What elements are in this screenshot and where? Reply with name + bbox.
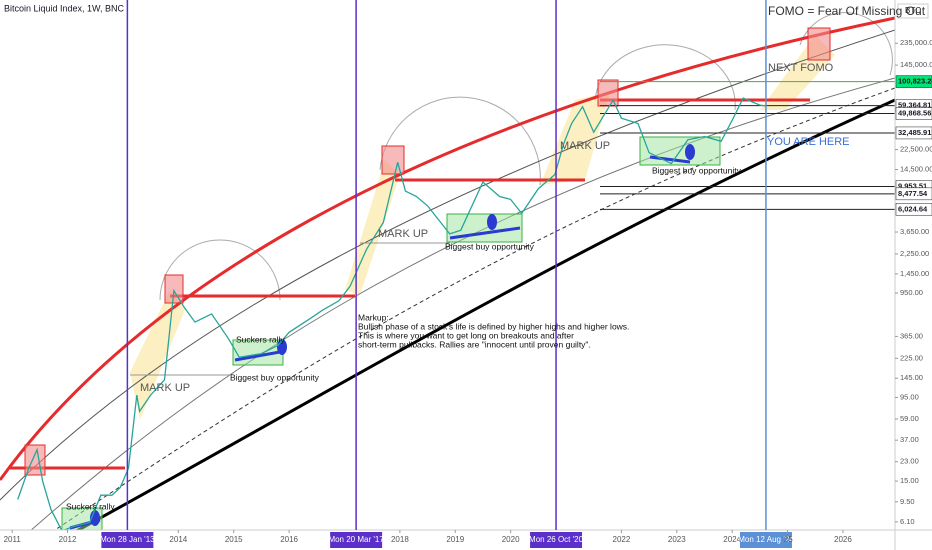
x-tick-label: '25 (782, 535, 793, 544)
markup-zone (345, 160, 400, 295)
cycle-arc (379, 96, 541, 186)
annotation: NEXT FOMO (768, 62, 834, 74)
top-box (597, 79, 619, 107)
x-tick-label: 2020 (502, 535, 520, 544)
y-tick-label: 235,000.00 (900, 38, 932, 47)
trend (449, 226, 521, 240)
annotation: MARK UP (560, 140, 610, 152)
drawings (0, 12, 895, 530)
currency: BTC (905, 6, 921, 15)
x-tick-label: 2023 (668, 535, 686, 544)
top-box (381, 145, 405, 175)
x-tick-label: Mon 28 Jan '13 (100, 535, 155, 544)
x-tick-label: 2011 (4, 535, 22, 544)
channel-curve (30, 77, 895, 530)
cycle-arc (594, 44, 736, 111)
y-tick-label: 23.00 (900, 457, 919, 466)
annotation: Biggest buy opportunity (652, 165, 742, 175)
note-line: This is where you want to get long on br… (358, 330, 574, 340)
lower-curve (75, 98, 895, 530)
date-label-box (101, 532, 154, 548)
x-tick-label: 2014 (169, 535, 187, 544)
date-label-box (739, 532, 792, 548)
note-line: short-term pullbacks. Rallies are "innoc… (358, 339, 591, 349)
date-label-box (530, 532, 583, 548)
x-tick-label: 2018 (391, 535, 409, 544)
x-tick-label: Mon 12 Aug '24 (738, 535, 794, 544)
x-tick-label: 2016 (280, 535, 298, 544)
y-tick-label: 37.00 (900, 435, 919, 444)
upper-curve (0, 16, 895, 481)
y-tick-label: 6.10 (900, 517, 915, 526)
level-label: 8,477.54 (898, 189, 928, 198)
cycle-arc (159, 239, 281, 301)
x-tick-label: 2012 (59, 535, 77, 544)
annotation: YOU ARE HERE (767, 136, 850, 148)
y-tick-label: 15.00 (900, 476, 919, 485)
median-curve (54, 87, 895, 530)
y-tick-label: 95.00 (900, 392, 919, 401)
y-tick-label: 9.50 (900, 497, 915, 506)
note-line: Bullish phase of a stock's life is defin… (358, 321, 629, 331)
level-label: 59,364.81 (898, 101, 931, 110)
y-tick-label: 2,250.00 (900, 249, 929, 258)
rocket (685, 144, 695, 160)
annotation: Biggest buy opportunity (230, 372, 320, 382)
y-tick-label: 225.00 (900, 353, 923, 362)
price-line (17, 97, 767, 530)
annotation: MARK UP (378, 228, 428, 240)
price-axis (895, 0, 932, 550)
y-tick-label: 3,650.00 (900, 227, 929, 236)
rocket (487, 214, 497, 230)
level-label: 32,485.91 (898, 128, 931, 137)
annotation: Suckers rally (236, 334, 285, 344)
cycle-arc (799, 12, 893, 76)
level-label: 6,024.64 (898, 204, 928, 213)
level-label-box (895, 126, 932, 140)
level-label-box (895, 107, 932, 120)
markup-zone (540, 92, 610, 185)
note-line: Markup: (358, 312, 389, 322)
trend (649, 155, 691, 164)
y-tick-label: 59.00 (900, 414, 919, 423)
date-label-box (330, 532, 383, 548)
y-tick-label: 365.00 (900, 331, 923, 340)
top-box (164, 274, 184, 304)
x-tick-label: 2022 (613, 535, 631, 544)
y-tick-label: 950.00 (900, 288, 923, 297)
y-tick-label: 14,500.00 (900, 164, 932, 173)
annotation: MARK UP (140, 382, 190, 394)
level-label-box (895, 203, 932, 216)
annotation: FOMO = Fear Of Missing Out (768, 4, 926, 18)
annotation: Suckers rally (66, 501, 115, 511)
y-tick-label: 145.00 (900, 373, 923, 382)
x-tick-label: 2024 (723, 535, 741, 544)
channel-curve (0, 29, 895, 501)
level-label: 9,953.51 (898, 182, 927, 191)
y-tick-label: 22,500.00 (900, 145, 932, 154)
markup-zone (130, 290, 185, 420)
x-tick-label: 2019 (446, 535, 464, 544)
top-box (807, 27, 831, 61)
x-tick-label: 2026 (834, 535, 852, 544)
trend (234, 350, 281, 362)
x-tick-label: Mon 26 Oct '20 (529, 535, 584, 544)
currency-box (897, 3, 929, 19)
y-tick-label: 145,000.00 (900, 60, 932, 69)
x-tick-label: Mon 20 Mar '17 (328, 535, 384, 544)
annotation: Biggest buy opportunity (445, 241, 535, 251)
level-label-box (895, 187, 932, 201)
level-label: 100,823.28 (898, 77, 932, 86)
y-tick-label: 1,450.00 (900, 269, 929, 278)
level-label: 49,868.56 (898, 108, 931, 117)
level-label-box (895, 75, 932, 88)
x-tick-label: 2015 (225, 535, 243, 544)
chart-title: Bitcoin Liquid Index, 1W, BNC (4, 3, 125, 13)
